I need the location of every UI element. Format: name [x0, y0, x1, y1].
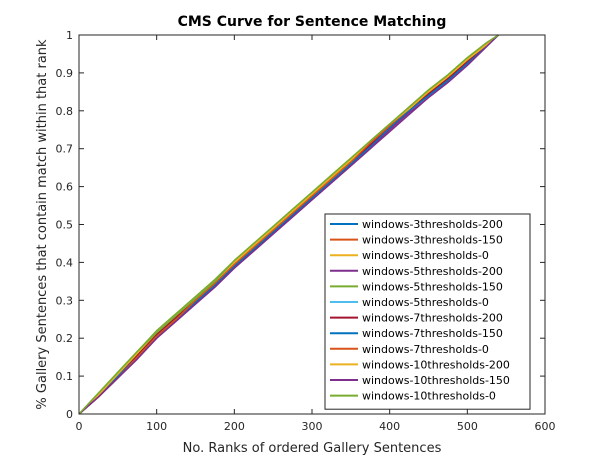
- x-tick-label: 300: [302, 420, 323, 433]
- legend-entry: windows-3thresholds-0: [362, 249, 489, 262]
- legend-entry: windows-3thresholds-150: [362, 234, 503, 247]
- legend-entry: windows-5thresholds-150: [362, 280, 503, 293]
- y-tick-label: 0.2: [56, 332, 74, 345]
- legend: windows-3thresholds-200 windows-3threshol…: [324, 213, 531, 410]
- y-tick-label: 1: [66, 29, 73, 42]
- legend-entry: windows-10thresholds-150: [362, 374, 510, 387]
- y-tick-label: 0.1: [56, 370, 74, 383]
- series-lines: [78, 34, 499, 415]
- y-axis-label: % Gallery Sentences that contain match w…: [35, 39, 50, 410]
- series-line-windows-10thresholds-150: [78, 34, 499, 415]
- legend-entry: windows-7thresholds-0: [362, 343, 489, 356]
- legend-entry: windows-10thresholds-0: [362, 390, 496, 403]
- x-tick-label: 0: [76, 420, 83, 433]
- y-tick-label: 0.4: [56, 256, 74, 269]
- legend-entry: windows-7thresholds-150: [362, 327, 503, 340]
- legend-entry: windows-7thresholds-200: [362, 312, 503, 325]
- axis-ticks: 0 100 200 300 400 500 600 0 0.1 0.2 0.3 0.4 0.5 0.6 0.…: [56, 29, 556, 433]
- x-tick-label: 600: [535, 420, 556, 433]
- y-tick-label: 0.6: [56, 181, 74, 194]
- x-axis-label: No. Ranks of ordered Gallery Sentences: [183, 441, 442, 456]
- series-line-windows-10thresholds-0: [78, 34, 499, 415]
- legend-entry: windows-3thresholds-200: [362, 218, 503, 231]
- legend-entry: windows-5thresholds-200: [362, 265, 503, 278]
- legend-entry: windows-5thresholds-0: [362, 296, 489, 309]
- x-tick-label: 500: [457, 420, 478, 433]
- x-tick-label: 100: [146, 420, 167, 433]
- y-tick-label: 0: [66, 408, 73, 421]
- y-tick-label: 0.3: [56, 294, 74, 307]
- x-tick-label: 200: [224, 420, 245, 433]
- legend-box: [324, 213, 531, 410]
- x-tick-label: 400: [379, 420, 400, 433]
- y-tick-label: 0.8: [56, 105, 74, 118]
- chart-title: CMS Curve for Sentence Matching: [178, 14, 447, 30]
- y-tick-label: 0.5: [56, 219, 74, 232]
- y-tick-label: 0.9: [56, 67, 74, 80]
- legend-entry: windows-10thresholds-200: [362, 358, 510, 371]
- y-tick-label: 0.7: [56, 143, 74, 156]
